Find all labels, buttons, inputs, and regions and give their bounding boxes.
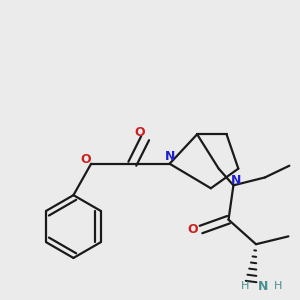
Text: N: N	[258, 280, 268, 293]
Text: O: O	[80, 153, 91, 166]
Text: O: O	[134, 126, 145, 139]
Text: H: H	[273, 281, 282, 291]
Text: N: N	[231, 174, 242, 187]
Text: O: O	[187, 223, 197, 236]
Text: H: H	[241, 281, 249, 291]
Text: N: N	[164, 150, 175, 164]
